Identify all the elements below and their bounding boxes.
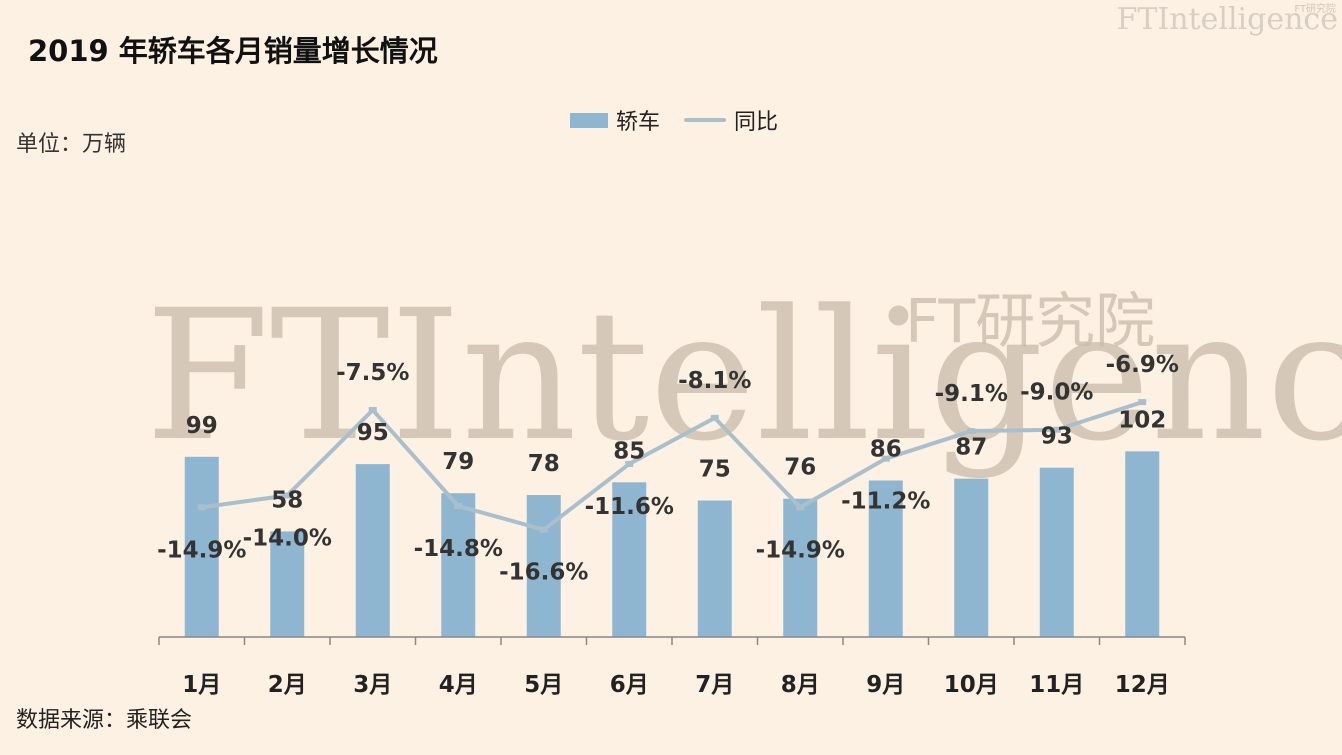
bar xyxy=(441,493,476,637)
yoy-value-label: -9.0% xyxy=(1020,380,1093,406)
yoy-point xyxy=(1052,426,1061,433)
yoy-line xyxy=(201,400,1143,532)
x-tick-label: 1月 xyxy=(182,672,221,698)
bar-value-label: 85 xyxy=(613,438,645,464)
yoy-value-label: -16.6% xyxy=(499,560,588,586)
brand-logo: FTIntelligence xyxy=(1116,2,1338,37)
bar-value-label: 95 xyxy=(357,420,389,446)
bar-value-label: 87 xyxy=(955,435,987,461)
yoy-point xyxy=(197,504,206,511)
bar-value-label: 99 xyxy=(186,413,218,439)
yoy-value-label: -8.1% xyxy=(678,368,751,394)
yoy-value-label: -9.1% xyxy=(935,381,1008,407)
bar-value-label: 58 xyxy=(271,487,303,513)
x-tick-label: 12月 xyxy=(1115,672,1170,698)
source-note: 数据来源：乘联会 xyxy=(16,708,193,733)
yoy-point xyxy=(1138,399,1147,406)
yoy-point xyxy=(368,407,377,413)
x-tick-label: 6月 xyxy=(610,672,649,698)
yoy-value-label: -14.9% xyxy=(756,537,845,563)
legend-label-line: 同比 xyxy=(734,110,779,135)
legend-item-bar: 轿车 xyxy=(570,104,660,136)
bar-series xyxy=(184,451,1160,637)
yoy-point xyxy=(283,492,292,499)
legend-swatch-bar xyxy=(570,112,608,128)
yoy-point xyxy=(710,414,719,421)
yoy-value-label: -7.5% xyxy=(336,360,409,386)
yoy-point xyxy=(625,460,634,467)
chart-legend: 轿车 同比 xyxy=(570,104,792,136)
x-tick-label: 4月 xyxy=(439,672,478,698)
x-tick-label: 2月 xyxy=(268,672,307,698)
bar xyxy=(184,456,219,637)
bar xyxy=(270,531,305,637)
bar xyxy=(954,478,989,637)
bar xyxy=(612,482,647,637)
x-tick-label: 7月 xyxy=(695,672,734,698)
bar-value-label: 93 xyxy=(1041,424,1073,450)
bar xyxy=(1125,451,1160,637)
x-axis: 1月 2月 3月 4月 5月 6月 7月 8月 9月 10月 11月 12月 xyxy=(158,636,1186,698)
watermark-text-cn: FT研究院 xyxy=(905,287,1155,357)
chart-title: 2019 年轿车各月销量增长情况 xyxy=(28,34,438,68)
yoy-value-label: -14.0% xyxy=(243,525,332,551)
yoy-point xyxy=(881,455,890,462)
legend-swatch-line xyxy=(684,118,727,122)
line-series xyxy=(197,399,1147,533)
yoy-value-label: -11.2% xyxy=(841,489,930,515)
yoy-value-label: -11.6% xyxy=(585,494,674,520)
x-tick-label: 9月 xyxy=(866,672,905,698)
x-tick-label: 10月 xyxy=(944,672,999,698)
legend-label-bar: 轿车 xyxy=(616,110,661,135)
bar-value-label: 75 xyxy=(699,457,731,483)
bar-value-label: 76 xyxy=(784,455,816,481)
bar-value-label: 78 xyxy=(528,451,560,477)
yoy-value-label: -14.8% xyxy=(414,536,503,562)
bar xyxy=(1039,467,1074,637)
yoy-point xyxy=(539,526,548,533)
yoy-point xyxy=(796,504,805,511)
legend-item-line: 同比 xyxy=(684,104,778,136)
x-tick-label: 5月 xyxy=(524,672,563,698)
yoy-value-label: -6.9% xyxy=(1106,352,1179,378)
bar xyxy=(697,500,732,637)
bar xyxy=(868,480,903,637)
x-tick-label: 11月 xyxy=(1029,672,1084,698)
x-tick-label: 3月 xyxy=(353,672,392,698)
x-tick-label: 8月 xyxy=(781,672,820,698)
bar-value-label: 102 xyxy=(1118,407,1166,433)
bar-value-label: 86 xyxy=(870,436,902,462)
bar-value-label: 79 xyxy=(442,449,474,475)
unit-label: 单位：万辆 xyxy=(16,132,127,157)
bar xyxy=(783,498,818,637)
brand-logo-cn: FT研究院 xyxy=(1294,4,1336,15)
yoy-value-label: -14.9% xyxy=(157,537,246,563)
yoy-point xyxy=(454,502,463,509)
bar xyxy=(355,464,390,637)
yoy-point xyxy=(967,428,976,435)
